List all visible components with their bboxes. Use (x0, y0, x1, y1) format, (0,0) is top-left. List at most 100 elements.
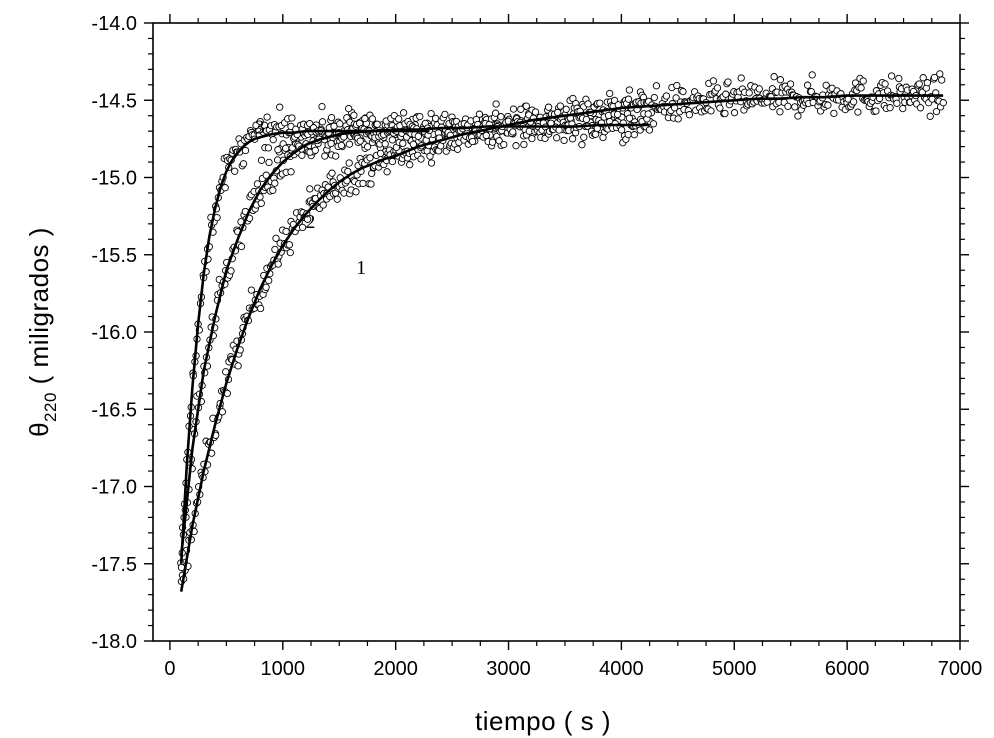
x-tick-label: 6000 (825, 658, 870, 680)
curve-labels: 1 2 3 (255, 117, 367, 280)
data-point-series-2 (625, 114, 634, 122)
data-point-series-3 (282, 144, 290, 152)
data-point-series-2 (363, 143, 372, 151)
data-point-series-1 (562, 105, 570, 113)
data-point-series-1 (584, 100, 592, 108)
curve-label-3: 3 (255, 117, 265, 139)
data-point-series-1 (247, 286, 256, 294)
y-axis-title: θ220 ( miligrados ) (24, 227, 60, 437)
data-point-series-1 (895, 74, 903, 83)
data-point-series-1 (672, 94, 680, 102)
data-point-series-3 (361, 114, 369, 123)
data-point-series-1 (713, 84, 722, 92)
data-point-series-1 (730, 109, 739, 117)
data-point-series-3 (416, 112, 424, 121)
data-point-series-1 (624, 95, 633, 103)
curve-label-1: 1 (356, 257, 366, 279)
data-point-series-1 (366, 154, 374, 162)
data-point-series-2 (482, 131, 490, 140)
data-point-series-2 (578, 141, 586, 149)
data-point-series-2 (495, 137, 503, 145)
data-point-series-3 (376, 149, 385, 158)
data-point-series-1 (724, 78, 732, 86)
y-axis-subscript: 220 (41, 392, 60, 422)
x-axis-title: tiempo ( s ) (475, 706, 611, 736)
data-point-series-1 (345, 159, 353, 167)
data-point-series-1 (830, 109, 838, 118)
data-point-series-1 (791, 103, 799, 111)
data-point-series-3 (345, 104, 353, 113)
data-point-series-1 (272, 234, 280, 242)
data-point-series-1 (520, 140, 528, 149)
curve-label-2: 2 (305, 211, 315, 233)
data-point-series-1 (271, 245, 279, 254)
x-tick-label: 2000 (373, 658, 418, 680)
data-point-series-1 (737, 74, 745, 82)
svg-text:θ220 ( miligrados ): θ220 ( miligrados ) (24, 227, 60, 437)
data-point-series-3 (263, 113, 271, 121)
data-point-series-1 (274, 260, 282, 268)
data-point-series-1 (367, 180, 375, 188)
data-point-series-1 (679, 87, 687, 96)
data-point-series-3 (318, 102, 326, 111)
data-point-series-1 (556, 102, 564, 110)
data-point-series-1 (776, 108, 784, 116)
data-point-series-1 (916, 104, 925, 112)
data-point-series-1 (352, 188, 360, 196)
x-tick-label: 4000 (599, 658, 644, 680)
data-point-series-1 (596, 99, 604, 107)
x-tick-label: 1000 (261, 658, 306, 680)
data-point-series-1 (427, 159, 436, 167)
data-point-series-3 (327, 113, 336, 122)
data-point-series-1 (936, 70, 944, 78)
data-point-series-1 (755, 85, 763, 93)
data-point-series-1 (709, 77, 718, 85)
scatter-points-layer (177, 70, 947, 586)
data-point-series-2 (332, 152, 340, 160)
data-point-series-2 (509, 128, 517, 136)
data-point-series-2 (617, 126, 626, 134)
y-tick-label: -18.0 (91, 631, 137, 653)
y-tick-label: -16.5 (91, 399, 137, 421)
fit-curves-layer (179, 94, 944, 592)
data-point-series-1 (776, 76, 785, 84)
data-point-series-1 (859, 77, 867, 85)
data-point-series-2 (560, 136, 568, 145)
data-point-series-1 (722, 90, 730, 98)
data-point-series-2 (568, 135, 577, 143)
data-point-series-3 (373, 120, 381, 128)
data-point-series-2 (555, 126, 563, 134)
data-point-series-3 (414, 132, 422, 140)
data-point-series-2 (630, 131, 638, 139)
data-point-series-1 (938, 76, 946, 84)
data-point-series-1 (899, 104, 907, 113)
data-point-series-2 (253, 180, 262, 188)
data-point-series-3 (381, 140, 389, 148)
data-point-series-1 (492, 100, 500, 108)
data-point-series-1 (262, 283, 270, 291)
data-point-series-2 (553, 134, 561, 142)
data-point-series-1 (286, 248, 294, 257)
data-point-series-2 (271, 179, 279, 187)
data-point-series-1 (857, 84, 865, 92)
data-point-series-2 (528, 134, 536, 143)
data-point-series-1 (649, 120, 658, 128)
y-tick-label: -17.5 (91, 554, 137, 576)
data-point-series-3 (318, 118, 327, 126)
x-tick-label: 7000 (938, 658, 983, 680)
data-point-series-1 (662, 92, 671, 100)
data-point-series-1 (303, 215, 312, 223)
data-point-series-1 (674, 115, 682, 123)
fit-curve-3 (179, 129, 430, 564)
data-point-series-3 (288, 114, 296, 122)
data-point-series-1 (544, 103, 553, 111)
fit-curve-2 (179, 123, 650, 557)
data-point-series-3 (231, 167, 239, 175)
data-point-series-3 (350, 111, 358, 119)
x-tick-label: 5000 (712, 658, 757, 680)
data-point-series-2 (488, 138, 497, 146)
data-point-series-2 (580, 133, 588, 141)
y-axis-units: ( miligrados ) (24, 227, 54, 384)
data-point-series-2 (321, 152, 329, 160)
data-point-series-3 (388, 136, 397, 144)
